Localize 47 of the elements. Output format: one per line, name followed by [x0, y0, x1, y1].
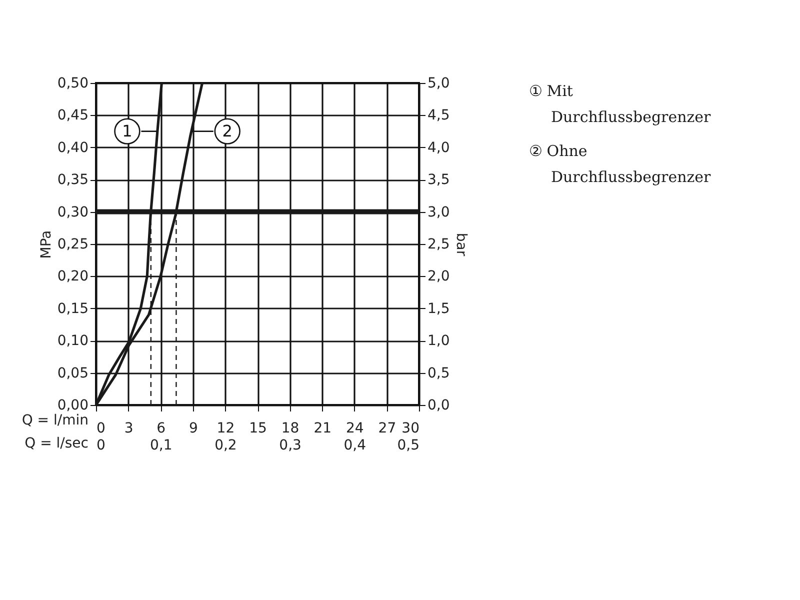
y2-tick-label: 0,5	[428, 365, 450, 382]
y-tick-label: 0,40	[57, 140, 88, 156]
y-tick-label: 0,15	[57, 300, 88, 317]
y2-tick-label: 1,0	[428, 333, 450, 350]
x-tick-label: 24	[346, 420, 364, 436]
y2-tick-label: 1,5	[428, 300, 450, 317]
y-tick-label: 0,35	[57, 172, 88, 188]
x-axis-title: Q = l/min	[22, 412, 88, 428]
x-tick-label: 0	[96, 420, 106, 436]
x2-tick-label: 0,5	[397, 438, 420, 454]
x2-tick-label: 0,2	[214, 438, 237, 454]
y2-tick-label: 4,0	[428, 140, 450, 156]
x-tick-label: 18	[281, 420, 300, 436]
x-tick-label: 12	[216, 420, 235, 436]
y-tick-label: 0,25	[57, 236, 88, 252]
y-axis-title: MPa	[38, 230, 54, 259]
y2-tick-label: 3,0	[428, 204, 450, 220]
x-tick-label: 15	[249, 420, 267, 436]
text: ② Ohne Durchflussbegrenzer	[529, 142, 712, 186]
x2-tick-label: 0,3	[279, 438, 302, 454]
x2-axis-title: Q = l/sec	[24, 436, 88, 452]
x-tick-label: 30	[402, 420, 420, 436]
y2-tick-label: 2,5	[428, 236, 450, 252]
x-tick-label: 27	[378, 420, 396, 436]
x-tick-label: 21	[314, 420, 332, 436]
annotation: 2	[222, 121, 232, 140]
y2-tick-label: 4,5	[428, 108, 450, 124]
y2-axis-title: bar	[452, 232, 469, 256]
x2-tick-label: 0	[96, 438, 106, 454]
y-tick-label: 0,20	[57, 268, 88, 285]
y-tick-label: 0,45	[57, 108, 88, 124]
y2-tick-label: 0,0	[428, 398, 450, 414]
y-tick-label: 0,10	[57, 333, 88, 350]
x-tick-label: 3	[124, 420, 134, 436]
y-tick-label: 0,50	[57, 76, 88, 92]
text: ① Mit Durchflussbegrenzer	[529, 82, 712, 126]
y-tick-label: 0,05	[57, 365, 88, 382]
annotation: 1	[122, 121, 132, 140]
y-tick-label: 0,00	[57, 398, 88, 414]
y-tick-label: 0,30	[57, 204, 88, 220]
x2-tick-label: 0,4	[344, 438, 366, 454]
y2-tick-label: 5,0	[428, 76, 450, 92]
x-tick-label: 9	[188, 420, 198, 436]
x-tick-label: 6	[156, 420, 166, 436]
y2-tick-label: 3,5	[428, 172, 450, 188]
x2-tick-label: 0,1	[150, 438, 172, 454]
y2-tick-label: 2,0	[428, 268, 450, 285]
